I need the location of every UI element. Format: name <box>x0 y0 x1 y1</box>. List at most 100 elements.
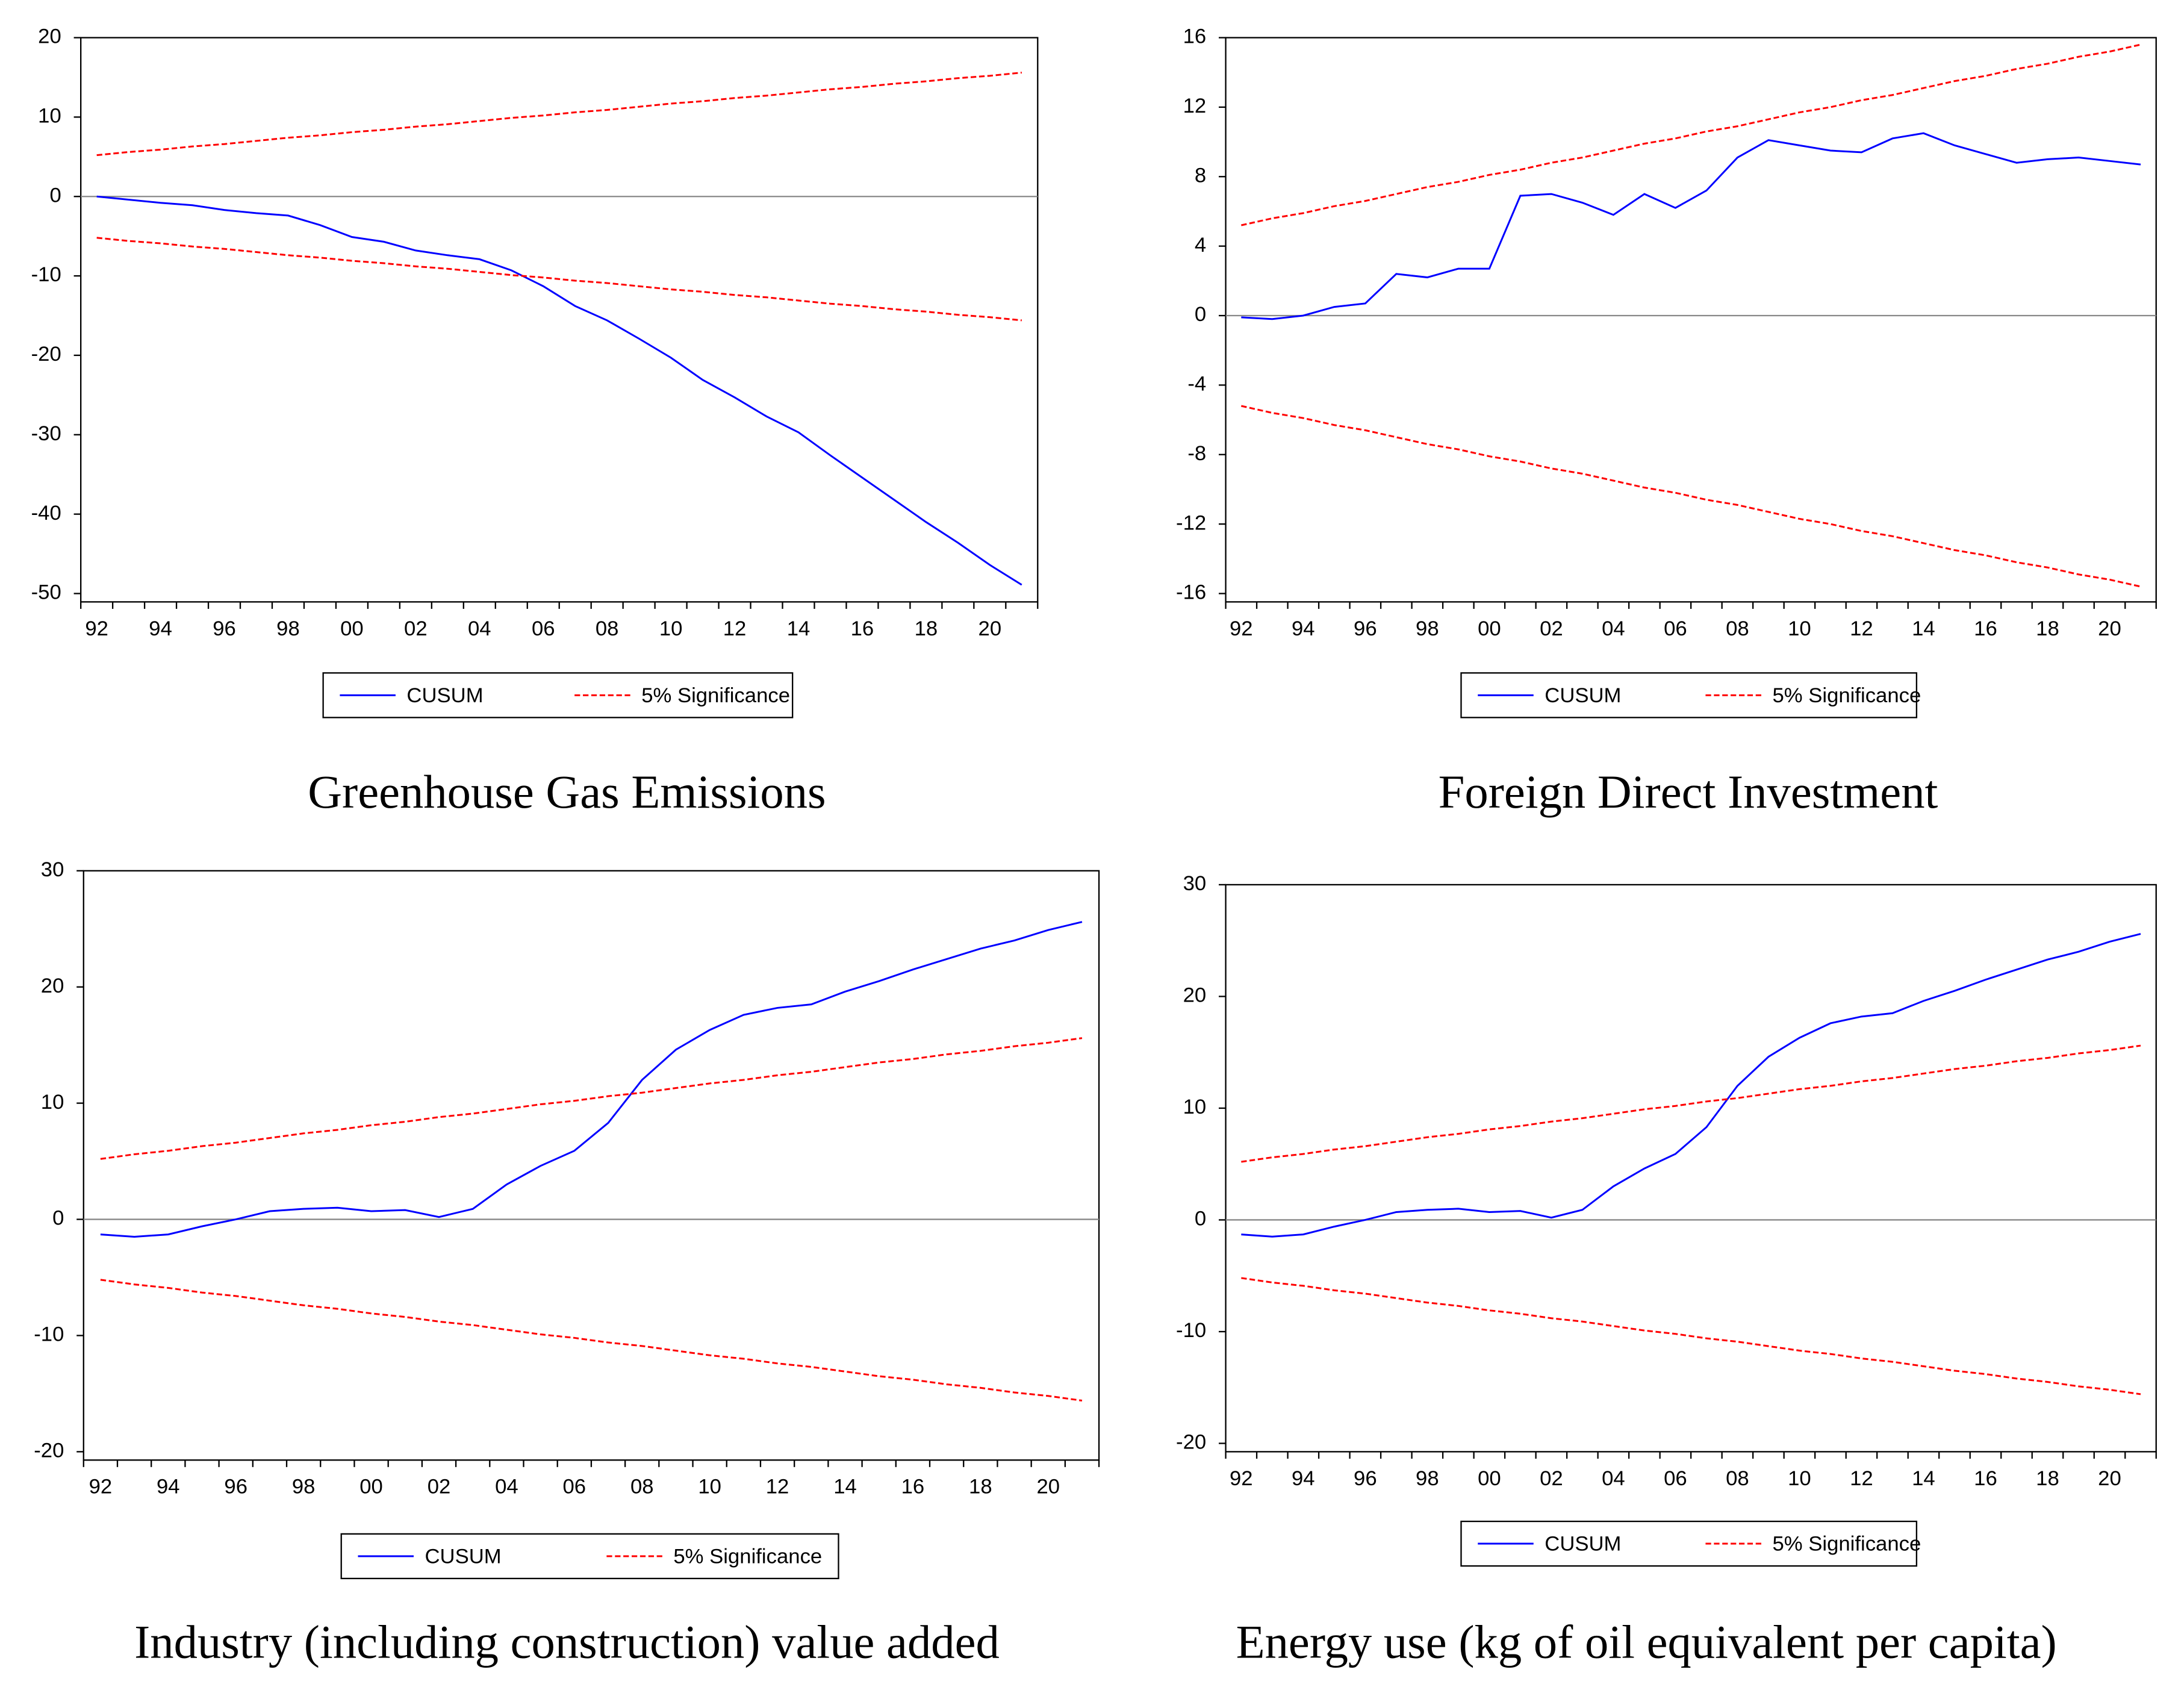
x-tick-label: 08 <box>630 1476 654 1498</box>
x-tick-label: 20 <box>2098 617 2121 640</box>
cusum-line <box>1241 132 2141 320</box>
y-tick-label: 10 <box>1183 1096 1207 1118</box>
x-tick-label: 04 <box>468 617 491 640</box>
x-tick-label: 94 <box>1292 1467 1315 1490</box>
x-tick-label: 18 <box>2036 617 2059 640</box>
plot-frame <box>1225 37 2157 603</box>
x-tick-label: 94 <box>149 617 172 640</box>
x-tick-label: 94 <box>1292 617 1315 640</box>
legend-box <box>340 1533 839 1580</box>
x-tick-label: 02 <box>1540 1467 1563 1490</box>
legend-label: CUSUM <box>1545 1533 1621 1556</box>
y-tick-label: -30 <box>31 422 61 445</box>
x-tick-label: 14 <box>1912 1467 1935 1490</box>
chart-title: Greenhouse Gas Emissions <box>308 766 826 818</box>
x-tick-label: 10 <box>1788 1467 1811 1490</box>
y-tick-label: -16 <box>1176 581 1206 604</box>
legend-label: CUSUM <box>406 684 483 707</box>
x-tick-label: 02 <box>1540 617 1563 640</box>
x-tick-label: 02 <box>404 617 428 640</box>
y-tick-label: 10 <box>41 1091 64 1114</box>
chart-panel: -20 -10 0 10 20 30 92 94 96 98 00 02 04 06 08 10 12 14 16 1… <box>1176 872 2157 1668</box>
y-tick-label: -20 <box>34 1439 64 1462</box>
y-tick-label: 30 <box>1183 872 1207 895</box>
x-tick-label: 06 <box>563 1476 586 1498</box>
x-tick-label: 14 <box>833 1476 857 1498</box>
legend-label: 5% Significance <box>1772 684 1921 707</box>
x-tick-label: 12 <box>1850 617 1873 640</box>
x-tick-label: 00 <box>359 1476 383 1498</box>
legend-box <box>1460 672 1918 719</box>
y-tick-label: 20 <box>1183 984 1207 1007</box>
x-tick-label: 92 <box>1230 617 1253 640</box>
x-tick-label: 98 <box>276 617 300 640</box>
cusum-line <box>100 921 1083 1238</box>
x-tick-label: 18 <box>2036 1467 2059 1490</box>
y-tick-label: -20 <box>1176 1431 1206 1454</box>
y-tick-label: 16 <box>1183 25 1207 48</box>
y-tick-label: -8 <box>1187 442 1206 465</box>
legend-box <box>322 672 794 719</box>
x-tick-label: 06 <box>1664 1467 1687 1490</box>
chart-panel: -20 -10 0 10 20 30 92 94 96 98 00 02 04 06 08 10 12 14 16 1… <box>34 858 1100 1668</box>
x-tick-label: 92 <box>85 617 108 640</box>
x-tick-label: 92 <box>89 1476 113 1498</box>
y-tick-label: 0 <box>1195 1208 1206 1230</box>
x-tick-label: 08 <box>1726 617 1749 640</box>
chart-title: Energy use (kg of oil equivalent per cap… <box>1236 1616 2057 1668</box>
chart-title: Foreign Direct Investment <box>1439 766 1938 818</box>
significance-line <box>1240 405 2141 588</box>
x-tick-label: 10 <box>659 617 683 640</box>
legend-box <box>1460 1520 1918 1567</box>
y-tick-label: -12 <box>1176 511 1206 534</box>
y-tick-label: -10 <box>31 263 61 286</box>
cusum-line <box>96 195 1022 586</box>
x-tick-label: 08 <box>596 617 619 640</box>
x-tick-label: 10 <box>698 1476 721 1498</box>
x-tick-label: 04 <box>1602 617 1625 640</box>
plot-frame <box>80 37 1039 603</box>
legend-label: 5% Significance <box>1772 1533 1921 1556</box>
significance-line <box>1241 1044 2141 1163</box>
x-tick-label: 98 <box>292 1476 316 1498</box>
y-tick-label: -20 <box>31 343 61 366</box>
x-tick-label: 96 <box>224 1476 247 1498</box>
x-tick-label: 98 <box>1416 1467 1439 1490</box>
significance-line <box>1241 1277 2141 1395</box>
x-tick-label: 06 <box>1664 617 1687 640</box>
x-tick-label: 94 <box>157 1476 180 1498</box>
x-tick-label: 96 <box>1354 1467 1377 1490</box>
chart-title: Industry (including construction) value … <box>134 1616 1000 1668</box>
x-tick-label: 00 <box>1478 1467 1501 1490</box>
x-tick-label: 08 <box>1726 1467 1749 1490</box>
significance-line <box>100 1279 1083 1402</box>
legend-label: 5% Significance <box>673 1545 822 1568</box>
y-tick-label: 0 <box>1195 303 1206 326</box>
x-tick-label: 14 <box>1912 617 1935 640</box>
y-tick-label: 20 <box>41 974 64 997</box>
significance-line <box>96 72 1022 157</box>
y-tick-label: -10 <box>34 1323 64 1346</box>
y-tick-label: 0 <box>49 184 61 207</box>
x-tick-label: 16 <box>901 1476 925 1498</box>
x-tick-label: 96 <box>1354 617 1377 640</box>
chart-panel: -50 -40 -30 -20 -10 0 10 20 92 94 96 98 00 02 04 06 08 10… <box>31 25 1039 818</box>
y-tick-label: 30 <box>41 858 64 881</box>
legend-label: CUSUM <box>425 1545 502 1568</box>
cusum-line <box>1241 933 2141 1238</box>
x-tick-label: 16 <box>1974 1467 1997 1490</box>
y-tick-label: -4 <box>1187 373 1206 396</box>
y-tick-label: -40 <box>31 502 61 525</box>
y-tick-label: 8 <box>1195 164 1206 187</box>
x-tick-label: 04 <box>495 1476 518 1498</box>
x-tick-label: 16 <box>851 617 874 640</box>
x-tick-label: 16 <box>1974 617 1997 640</box>
x-tick-label: 14 <box>787 617 810 640</box>
y-tick-label: 20 <box>38 25 61 48</box>
x-tick-label: 20 <box>978 617 1002 640</box>
y-tick-label: 4 <box>1195 234 1206 257</box>
x-tick-label: 00 <box>340 617 364 640</box>
